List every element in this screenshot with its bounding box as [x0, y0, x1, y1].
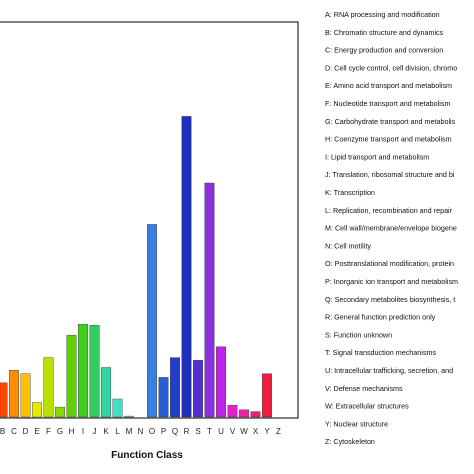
- x-tick-P: P: [161, 427, 166, 436]
- legend-item: A: RNA processing and modification: [325, 10, 440, 19]
- bar-Y: [262, 373, 272, 418]
- legend-item: Q: Secondary metabolites biosynthesis, t: [325, 295, 455, 304]
- bar-D: [20, 373, 31, 418]
- bar-E: [32, 402, 42, 418]
- legend-item: P: Inorganic ion transport and metabolis…: [325, 277, 458, 286]
- bar-M: [124, 415, 134, 418]
- x-tick-F: F: [46, 427, 51, 436]
- x-axis-label: Function Class: [111, 450, 183, 461]
- x-tick-O: O: [149, 427, 155, 436]
- x-tick-I: I: [82, 427, 84, 436]
- legend-item: O: Posttranslational modification, prote…: [325, 259, 454, 268]
- bar-Q: [170, 357, 180, 418]
- x-tick-J: J: [93, 427, 97, 436]
- x-tick-R: R: [184, 427, 190, 436]
- x-tick-B: B: [0, 427, 5, 436]
- legend-item: H: Coenzyme transport and metabolism: [325, 135, 452, 144]
- bar-P: [158, 377, 169, 418]
- x-tick-Q: Q: [172, 427, 178, 436]
- legend-item: I: Lipid transport and metabolism: [325, 152, 429, 161]
- legend-item: S: Function unknown: [325, 330, 392, 339]
- bar-O: [147, 224, 157, 418]
- x-tick-M: M: [126, 427, 133, 436]
- legend-item: V: Defense mechanisms: [325, 384, 403, 393]
- legend-item: C: Energy production and conversion: [325, 46, 443, 55]
- legend-item: B: Chromatin structure and dynamics: [325, 28, 444, 37]
- x-tick-V: V: [230, 427, 236, 436]
- x-tick-L: L: [115, 427, 120, 436]
- x-tick-S: S: [195, 427, 200, 436]
- bar-F: [43, 357, 54, 418]
- bar-G: [55, 406, 65, 418]
- bar-R: [181, 116, 192, 418]
- x-tick-W: W: [240, 427, 248, 436]
- legend-item: K: Transcription: [325, 188, 375, 197]
- bar-I: [78, 324, 88, 418]
- x-tick-Y: Y: [264, 427, 270, 436]
- legend-item: N: Cell motility: [325, 241, 371, 250]
- legend-item: G: Carbohydrate transport and metabolis: [325, 117, 456, 126]
- bar-W: [239, 409, 249, 418]
- x-tick-D: D: [23, 427, 29, 436]
- legend-item: U: Intracellular trafficking, secretion,…: [325, 366, 453, 375]
- plot-frame: [0, 21, 299, 419]
- bar-H: [66, 334, 77, 418]
- x-tick-H: H: [69, 427, 75, 436]
- bar-X: [250, 411, 261, 418]
- bar-K: [101, 367, 111, 418]
- bar-S: [193, 360, 203, 418]
- bar-group: [0, 116, 272, 418]
- legend-item: E: Amino acid transport and metabolism: [325, 81, 452, 90]
- bar-U: [216, 346, 226, 418]
- x-tick-N: N: [138, 427, 144, 436]
- legend-item: D: Cell cycle control, cell division, ch…: [325, 63, 457, 72]
- legend-item: L: Replication, recombination and repair: [325, 206, 453, 215]
- legend-item: Z: Cytoskeleton: [325, 437, 375, 446]
- bar-C: [9, 370, 19, 418]
- x-tick-C: C: [11, 427, 17, 436]
- x-tick-G: G: [57, 427, 63, 436]
- legend-item: Y: Nuclear structure: [325, 419, 388, 428]
- legend: A: RNA processing and modification B: Chr…: [325, 10, 458, 446]
- bar-B: [0, 382, 8, 418]
- x-tick-E: E: [34, 427, 39, 436]
- bar-T: [204, 182, 215, 418]
- legend-item: T: Signal transduction mechanisms: [325, 348, 436, 357]
- x-tick-K: K: [103, 427, 109, 436]
- x-tick-X: X: [253, 427, 259, 436]
- legend-item: R: General function prediction only: [325, 313, 436, 322]
- x-tick-Z: Z: [276, 427, 281, 436]
- legend-item: J: Translation, ribosomal structure and …: [325, 170, 455, 179]
- x-tick-T: T: [207, 427, 212, 436]
- legend-item: W: Extracellular structures: [325, 402, 409, 411]
- bar-L: [112, 398, 123, 418]
- bar-J: [89, 325, 100, 418]
- x-tick-U: U: [218, 427, 224, 436]
- legend-item: F: Nucleotide transport and metabolism: [325, 99, 450, 108]
- legend-item: M: Cell wall/membrane/envelope biogene: [325, 224, 457, 233]
- bar-V: [227, 405, 238, 418]
